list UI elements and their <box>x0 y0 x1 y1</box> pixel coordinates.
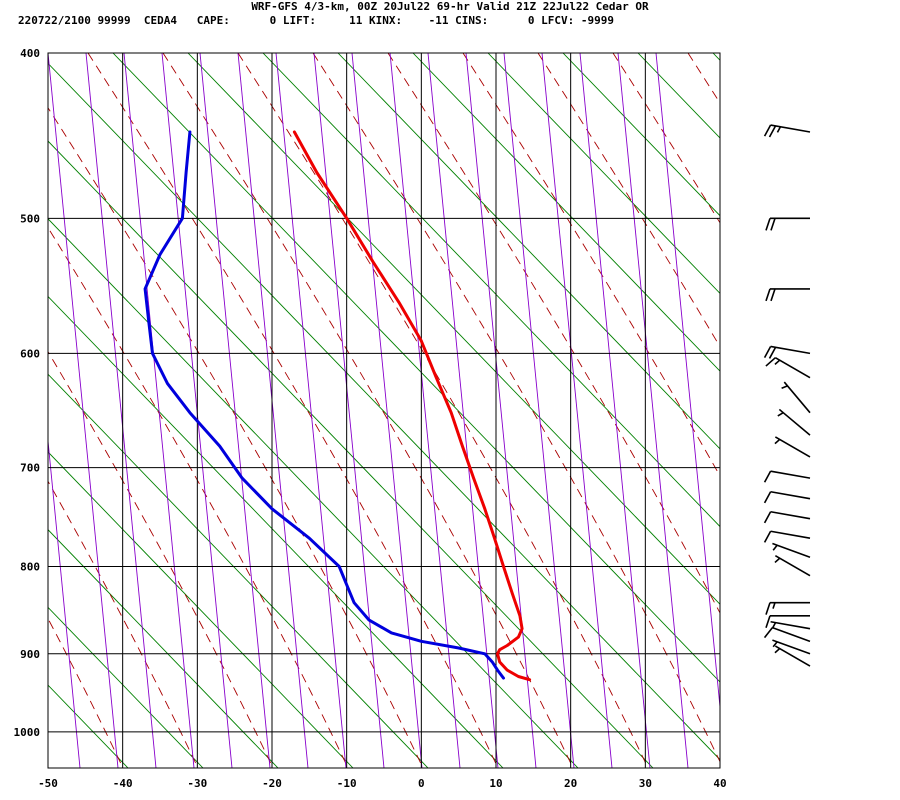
dewpoint-profile-line <box>143 130 505 680</box>
y-tick-labels: 400 500 600 700 800 900 1000 <box>14 47 41 739</box>
mixing-ratio-line <box>617 53 689 768</box>
x-tick-label: 10 <box>489 777 502 790</box>
wind-barb <box>772 639 811 655</box>
dry-adiabat-line <box>863 53 900 768</box>
moist-adiabat-line <box>312 53 720 763</box>
wind-barb <box>774 436 811 458</box>
mixing-ratio-line <box>313 53 385 768</box>
moist-adiabat-line <box>763 53 900 768</box>
x-tick-label: -10 <box>337 777 357 790</box>
x-tick-label: 30 <box>639 777 652 790</box>
wind-barb <box>763 124 811 138</box>
mixing-ratio-line <box>579 53 651 768</box>
dry-adiabat-line <box>562 53 720 217</box>
dry-adiabat-line <box>712 53 720 61</box>
x-tick-label: -40 <box>113 777 133 790</box>
wind-barb <box>763 490 811 504</box>
wind-barb <box>770 620 811 630</box>
moist-adiabat-line <box>537 53 720 348</box>
wind-barb <box>765 601 810 615</box>
x-tick-label: -20 <box>262 777 282 790</box>
x-tick-label: 0 <box>418 777 425 790</box>
dry-adiabat-line <box>112 53 720 683</box>
plot-frame <box>47 52 721 769</box>
mixing-ratio-line <box>427 53 499 768</box>
y-tick-label: 900 <box>20 648 40 661</box>
moist-adiabat-line <box>387 53 720 614</box>
mixing-ratio-line <box>389 53 461 768</box>
y-tick-label: 600 <box>20 347 40 360</box>
moist-adiabat-line <box>838 53 900 768</box>
x-tick-label: 40 <box>713 777 726 790</box>
mixing-ratio-line <box>655 53 720 712</box>
dry-adiabat-line <box>48 529 279 768</box>
sounding-profiles <box>143 130 532 682</box>
y-tick-label: 400 <box>20 47 40 60</box>
x-tick-labels: -50 -40 -30 -20 -10 0 10 20 30 40 <box>38 777 727 790</box>
wind-barb <box>763 345 811 359</box>
dry-adiabat-line <box>48 451 354 768</box>
wind-barb <box>763 626 811 643</box>
dry-adiabat-line <box>262 53 720 528</box>
wind-barb <box>777 408 811 436</box>
background-lines <box>48 53 900 768</box>
mixing-ratio-line <box>123 53 195 768</box>
moist-adiabat-line <box>48 350 274 768</box>
dry-adiabat-line <box>788 53 900 768</box>
dry-adiabat-line <box>412 53 720 372</box>
moist-adiabat-line <box>48 617 124 768</box>
wind-barb <box>781 381 811 414</box>
x-tick-label: -50 <box>38 777 58 790</box>
dry-adiabat-line <box>48 140 654 768</box>
dry-adiabat-line <box>48 62 720 761</box>
mixing-ratio-line <box>85 53 157 768</box>
wind-barb <box>765 356 811 379</box>
dry-adiabat-line <box>48 606 204 768</box>
wind-barb <box>763 470 811 483</box>
y-tick-label: 700 <box>20 462 40 475</box>
y-tick-label: 800 <box>20 561 40 574</box>
wind-barb <box>774 555 811 577</box>
x-tick-label: -30 <box>187 777 207 790</box>
moist-adiabat-line <box>87 53 499 768</box>
dry-adiabat-line <box>337 53 720 450</box>
y-tick-label: 500 <box>20 212 40 225</box>
moist-adiabat-line <box>612 53 720 224</box>
mixing-ratio-line <box>541 53 613 768</box>
wind-barb <box>763 530 811 543</box>
mixing-ratio-line <box>351 53 423 768</box>
mixing-ratio-line <box>48 53 119 768</box>
wind-barb <box>772 542 811 558</box>
wind-barbs <box>763 124 811 667</box>
station-indices-line: 220722/2100 99999 CEDA4 CAPE: 0 LIFT: 11… <box>18 14 615 27</box>
moist-adiabat-line <box>48 106 424 768</box>
moist-adiabat-line <box>237 53 649 768</box>
wind-barb <box>774 645 811 667</box>
mixing-ratio-line <box>503 53 575 768</box>
dry-adiabat-line <box>487 53 720 295</box>
moist-adiabat-line <box>462 53 720 477</box>
wind-barb <box>763 510 811 524</box>
mixing-ratio-line <box>48 436 81 768</box>
moist-adiabat-line <box>162 53 574 768</box>
moist-adiabat-line <box>48 480 199 768</box>
mixing-ratio-line <box>237 53 309 768</box>
moist-adiabat-line <box>48 226 349 768</box>
y-tick-label: 1000 <box>14 726 41 739</box>
mixing-ratio-line <box>275 53 347 768</box>
temperature-profile-line <box>292 130 532 682</box>
mixing-ratio-line <box>465 53 537 768</box>
wind-barb <box>765 288 810 302</box>
chart-title: WRF-GFS 4/3-km, 00Z 20Jul22 69-hr Valid … <box>251 0 649 13</box>
wind-barb <box>765 614 810 629</box>
wind-barb <box>765 217 810 231</box>
dry-adiabat-line <box>187 53 720 605</box>
x-tick-label: 20 <box>564 777 577 790</box>
grid-lines <box>48 53 720 768</box>
dry-adiabat-line <box>48 373 429 768</box>
dry-adiabat-line <box>48 295 504 768</box>
mixing-ratio-line <box>199 53 271 768</box>
